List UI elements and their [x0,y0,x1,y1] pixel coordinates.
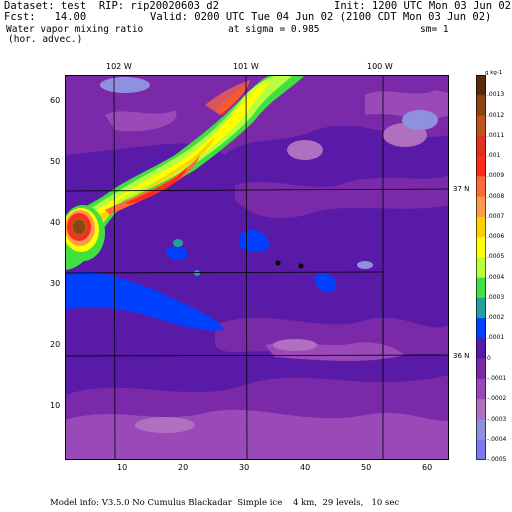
legend-label: .0013 [487,91,505,99]
legend-label: .0009 [487,172,505,180]
legend-swatch [476,115,486,137]
legend-swatch [476,297,486,319]
legend-swatch [476,318,486,339]
legend-label: .0007 [487,212,505,220]
x-tick-20: 20 [178,463,189,472]
lon-label-101w: 101 W [233,62,259,71]
field-name: Water vapor mixing ratio [6,24,144,35]
lon-label-102w: 102 W [106,62,132,71]
map-canvas [65,75,449,460]
legend-swatch [476,196,486,218]
y-tick-50: 50 [50,157,61,166]
legend-swatch [476,277,486,299]
legend-swatch [476,399,486,420]
legend-swatch [476,156,486,177]
field-band-blue [65,229,337,331]
legend-swatch [476,176,486,198]
legend-swatch [476,338,486,360]
valid-time: Valid: 0200 UTC Tue 04 Jun 02 (2100 CDT … [150,11,492,23]
y-tick-10: 10 [50,401,61,410]
color-legend [476,75,486,460]
field-band-periwinkle [100,77,438,269]
legend-label: .0006 [487,233,505,241]
moisture-plume [65,75,305,270]
dataset-label: Dataset: test RIP: rip20020603 d2 [4,0,219,12]
x-tick-30: 30 [239,463,250,472]
smoothing-label: sm= 1 [420,24,449,35]
map-frame [65,75,449,460]
field-band-pink [135,123,427,433]
y-tick-40: 40 [50,218,61,227]
legend-label: -.0005 [487,456,507,463]
legend-swatch [476,439,486,460]
legend-label: -.0004 [487,435,507,443]
legend-frame [476,75,486,460]
legend-swatch [476,216,486,238]
legend-swatch [476,75,486,96]
mixing-ratio-map [65,75,449,460]
advection-label: (hor. advec.) [8,34,83,45]
forecast-hour: Fcst: 14.00 [4,11,87,23]
field-band-teal [173,239,200,276]
legend-units: g kg-1 [485,70,503,76]
legend-swatch [476,237,486,258]
lat-label-36n: 36 N [453,352,470,360]
init-time: Init: 1200 UTC Mon 03 Jun 02 [334,0,512,12]
y-tick-60: 60 [50,96,61,105]
y-tick-30: 30 [50,279,61,288]
legend-label: .0003 [487,293,505,301]
legend-label: -.0002 [487,395,507,403]
legend-swatch [476,257,486,279]
x-tick-40: 40 [300,463,311,472]
station-dot [275,260,281,266]
legend-label: .001 [487,152,501,160]
legend-label: .0011 [487,131,505,139]
moisture-blob-west [65,205,105,261]
legend-label: .0012 [487,111,505,119]
y-tick-20: 20 [50,340,61,349]
legend-label: .0002 [487,314,505,322]
boundary-lines [65,75,449,460]
station-dot [298,263,304,269]
x-tick-50: 50 [361,463,372,472]
x-tick-60: 60 [422,463,433,472]
model-info: Model info: V3.5.0 No Cumulus Blackadar … [50,498,400,508]
legend-label: -.0001 [487,374,507,382]
legend-swatch [476,378,486,400]
legend-swatch [476,95,486,117]
legend-swatch [476,135,486,157]
legend-label: -.0003 [487,415,507,423]
legend-label: 0 [487,354,491,362]
lat-label-37n: 37 N [453,185,470,193]
legend-label: .0008 [487,192,505,200]
legend-swatch [476,358,486,380]
sigma-level: at sigma = 0.985 [228,24,320,35]
x-tick-10: 10 [117,463,128,472]
legend-swatch [476,419,486,441]
legend-label: .0005 [487,253,505,261]
lon-label-100w: 100 W [367,62,393,71]
legend-label: .0004 [487,273,505,281]
legend-bar [476,75,486,460]
legend-label: .0001 [487,334,505,342]
